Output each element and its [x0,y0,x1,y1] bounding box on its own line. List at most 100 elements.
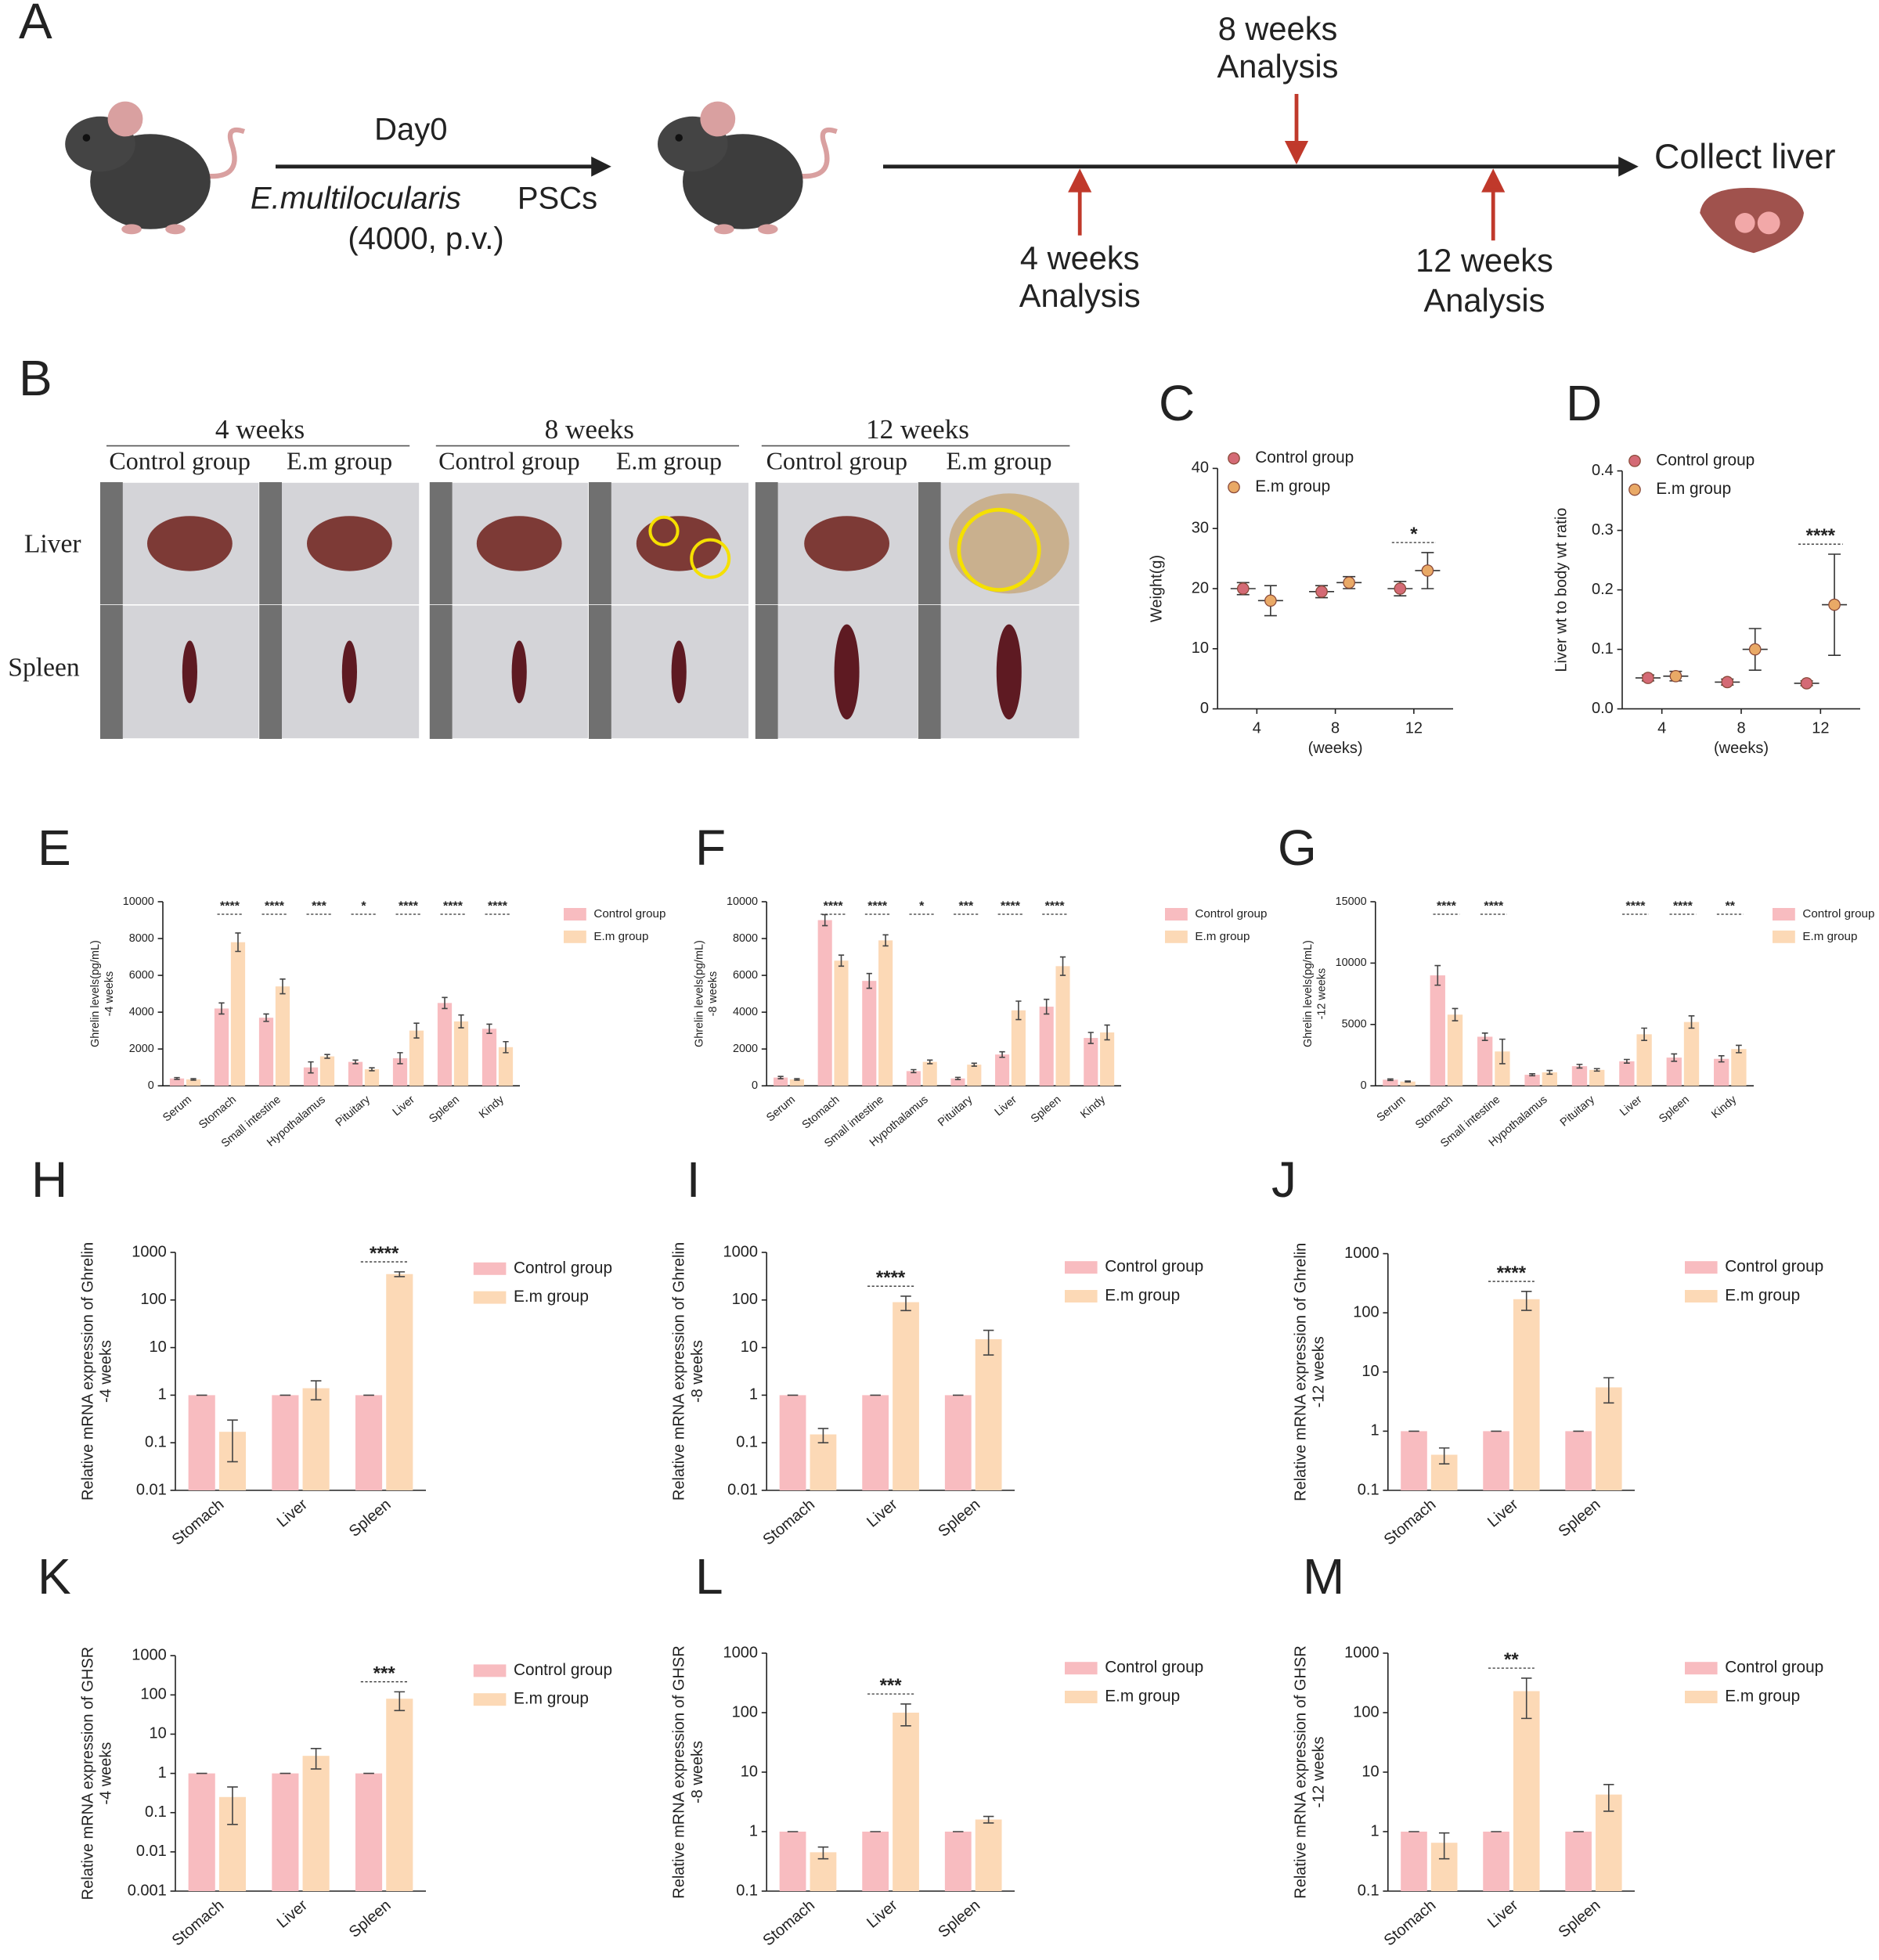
y-axis-title: -8 weeks [707,971,720,1017]
x-tick-label: Spleen [935,1897,983,1941]
y-tick-label: 100 [1353,1703,1379,1720]
error-bar [1104,1024,1110,1041]
legend-label: E.m group [514,1690,589,1708]
significance: **** [370,1243,399,1264]
error-bar [838,954,845,967]
panel-label: B [19,350,52,406]
significance: **** [220,900,240,913]
bar [1542,1072,1557,1086]
error-bar [1641,1027,1647,1041]
significance: **** [443,900,463,913]
y-tick-label: 1000 [723,1644,759,1661]
x-tick-label: Stomach [1413,1093,1455,1132]
bar [1447,1014,1463,1086]
y-axis-title: -12 weeks [1310,1736,1327,1807]
liver-icon [1700,188,1804,254]
error-bar [310,1380,322,1401]
bar [302,1756,330,1891]
x-tick-label: Spleen [1556,1496,1604,1540]
y-axis-title: Relative mRNA expression of Ghrelin [79,1242,96,1501]
spleen-photo [671,640,687,704]
y-axis-title: Liver wt to body wt ratio [1553,508,1570,672]
y-tick-label: 0 [752,1079,758,1092]
y-axis-title: Ghrelin levels(pg/mL) [89,940,102,1047]
group-header: Control group [438,446,579,474]
liver-photo [804,516,889,571]
bar [975,1338,1002,1490]
significance: * [361,900,366,913]
bar [481,1029,497,1086]
mean-point [1721,676,1734,689]
ear [700,101,736,137]
ruler [429,482,453,605]
photo [258,604,420,740]
x-tick-label: Kindy [1709,1093,1739,1121]
bar [1714,1058,1729,1086]
y-axis-title: Relative mRNA expression of GHSR [1292,1645,1309,1898]
bar [995,1054,1010,1086]
x-tick-label: Liver [274,1897,312,1932]
bar [453,1021,469,1086]
significance: ** [1504,1649,1519,1670]
y-tick-label: 0.1 [1358,1882,1379,1899]
error-bar [911,1068,917,1074]
significance: **** [1045,900,1066,913]
significance: **** [265,900,285,913]
error-bar [1452,1007,1459,1021]
error-bar [1736,1044,1742,1054]
x-tick-label: Liver [864,1897,901,1932]
x-tick-label: 4 [1657,719,1666,737]
mean-point [1264,594,1277,607]
error-bar [394,1271,406,1277]
error-bar [1387,1078,1394,1082]
y-tick-label: 1 [1370,1422,1379,1439]
panel-label: H [31,1151,67,1208]
legend-label: E.m group [514,1288,589,1306]
mean-point [1343,576,1355,589]
x-axis-title: (weeks) [1308,740,1363,757]
group-header: E.m group [616,446,722,474]
y-axis-title: Weight(g) [1149,555,1166,622]
bar [1430,975,1445,1086]
bar [1595,1387,1622,1490]
error-bar [1015,1000,1022,1021]
error-bar [1718,1054,1725,1063]
y-tick-label: 10000 [123,895,154,908]
x-tick-label: Liver [1484,1897,1522,1932]
bar [893,1713,919,1891]
bar [1483,1832,1509,1891]
species: E.multilocularis [251,182,461,216]
legend-label: Control group [1195,907,1267,921]
bar [862,1832,889,1891]
liver-photo [307,516,392,571]
y-tick-label: 8000 [129,932,154,945]
y-axis-title: -8 weeks [689,1340,706,1403]
x-tick-label: Liver [274,1496,312,1531]
mean-point [1800,677,1813,690]
x-tick-label: 12 [1812,719,1829,737]
y-tick-label: 100 [1353,1303,1379,1320]
legend-label: E.m group [1656,480,1731,498]
bar [498,1047,514,1086]
legend-label: E.m group [1725,1688,1800,1706]
x-tick-label: Stomach [1381,1897,1440,1950]
legend-swatch [1065,1662,1098,1675]
error-bar [413,1022,420,1039]
y-tick-label: 0.01 [136,1843,167,1860]
ruler [259,482,282,605]
mean-point [1236,582,1250,595]
y-tick-label: 0 [148,1079,154,1092]
legend-label: Control group [1802,907,1874,921]
error-bar [308,1061,314,1074]
x-tick-label: Stomach [800,1093,842,1132]
significance: **** [399,900,419,913]
y-tick-label: 1 [1370,1822,1379,1839]
panel-label: I [687,1151,701,1208]
error-bar [817,1846,829,1860]
legend-swatch [1685,1662,1718,1675]
y-axis-title: Relative mRNA expression of Ghrelin [1292,1243,1309,1501]
legend-swatch [473,1262,507,1275]
bar [1524,1075,1540,1086]
legend-swatch [1165,930,1188,943]
legend-label: Control group [1656,451,1755,469]
